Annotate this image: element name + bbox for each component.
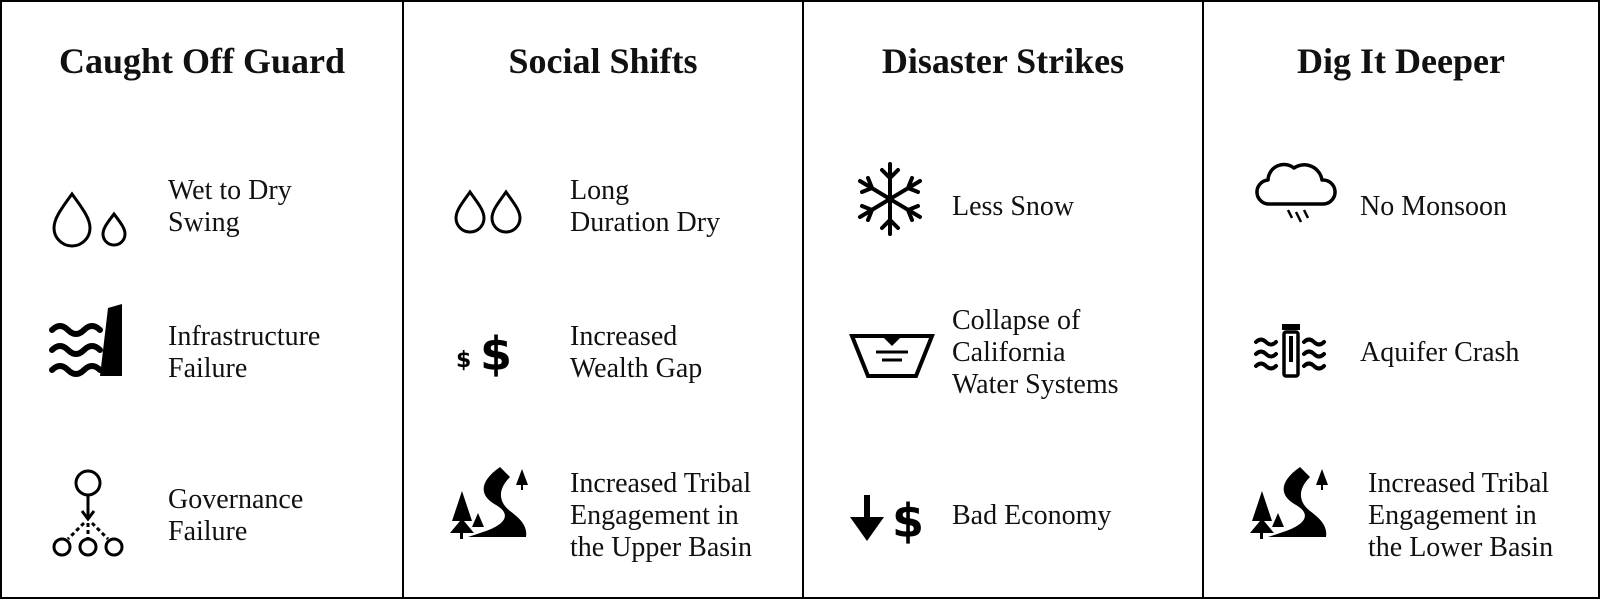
item-infrastructure-failure: Infrastructure Failure: [2, 298, 402, 408]
item-label: Governance Failure: [168, 484, 304, 547]
item-label: Bad Economy: [952, 500, 1112, 531]
river-trees-icon: [1248, 461, 1338, 571]
item-label: Infrastructure Failure: [168, 321, 321, 384]
column-title: Dig It Deeper: [1297, 41, 1505, 81]
column-title: Disaster Strikes: [881, 41, 1125, 81]
column-dig-it-deeper: Dig It Deeper No Monsoon: [1202, 2, 1598, 597]
snowflake-icon: [848, 152, 938, 262]
aquifer-well-icon: [1252, 298, 1342, 408]
item-label: Aquifer Crash: [1360, 337, 1520, 368]
reservoir-icon: [848, 298, 938, 408]
svg-text:$: $: [480, 327, 512, 381]
column-social-shifts: Social Shifts Long Duration Dry $ $ Incr…: [402, 2, 802, 597]
item-less-snow: Less Snow: [804, 152, 1202, 262]
item-label: No Monsoon: [1360, 191, 1508, 222]
svg-text:$: $: [892, 494, 924, 548]
item-no-monsoon: No Monsoon: [1204, 152, 1598, 262]
item-long-duration-dry: Long Duration Dry: [404, 152, 802, 262]
river-trees-icon: [448, 461, 538, 571]
rain-cloud-icon: [1252, 152, 1342, 262]
item-governance-failure: Governance Failure: [2, 461, 402, 571]
dollar-signs-icon: $ $: [452, 298, 542, 408]
item-increased-tribal-engagement-lower: Increased Tribal Engagement in the Lower…: [1204, 461, 1598, 571]
svg-text:$: $: [456, 348, 471, 373]
item-label: Increased Wealth Gap: [570, 321, 703, 384]
item-bad-economy: $ Bad Economy: [804, 461, 1202, 571]
column-disaster-strikes: Disaster Strikes: [802, 2, 1202, 597]
two-drops-icon: [42, 152, 132, 262]
column-title: Caught Off Guard: [58, 41, 346, 81]
item-increased-wealth-gap: $ $ Increased Wealth Gap: [404, 298, 802, 408]
column-caught-off-guard: Caught Off Guard Wet to Dry Swing Infras…: [2, 2, 402, 597]
item-aquifer-crash: Aquifer Crash: [1204, 298, 1598, 408]
item-wet-to-dry-swing: Wet to Dry Swing: [2, 152, 402, 262]
column-title: Social Shifts: [508, 41, 698, 81]
item-increased-tribal-engagement-upper: Increased Tribal Engagement in the Upper…: [404, 461, 802, 571]
item-label: Increased Tribal Engagement in the Upper…: [570, 468, 752, 563]
hierarchy-icon: [42, 461, 132, 571]
item-label: Less Snow: [952, 191, 1075, 222]
down-dollar-icon: $: [848, 461, 938, 571]
item-label: Collapse of California Water Systems: [952, 305, 1119, 400]
dam-waves-icon: [42, 298, 132, 408]
item-collapse-california-water: Collapse of California Water Systems: [804, 298, 1202, 408]
item-label: Increased Tribal Engagement in the Lower…: [1368, 468, 1554, 563]
two-drops-icon: [448, 152, 538, 262]
item-label: Long Duration Dry: [570, 175, 721, 238]
item-label: Wet to Dry Swing: [168, 175, 292, 238]
